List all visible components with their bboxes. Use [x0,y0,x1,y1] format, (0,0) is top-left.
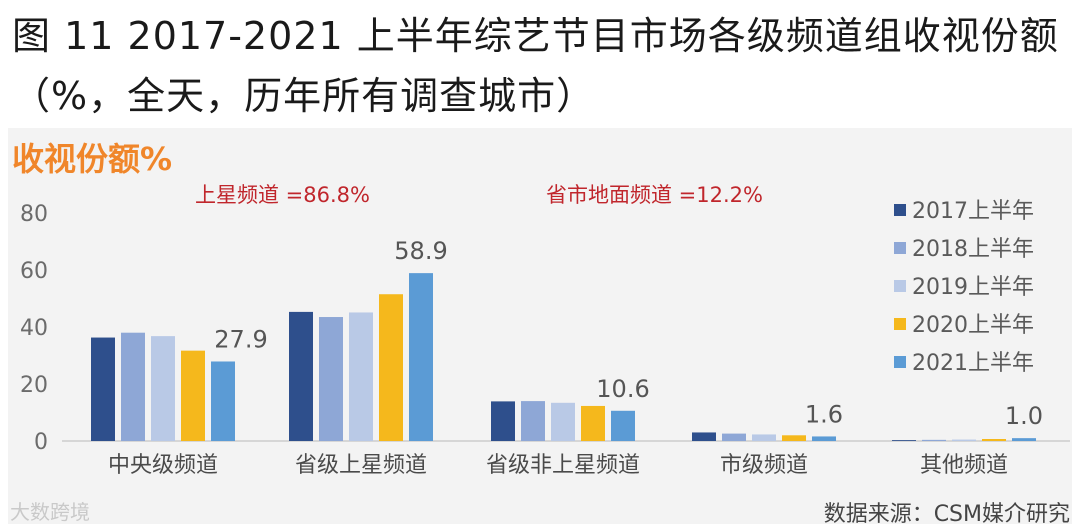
bar [491,401,515,441]
bar [952,439,976,441]
bar [379,294,403,441]
bar [581,405,605,441]
bar [812,436,836,441]
category-label: 省级非上星频道 [486,453,640,478]
y-tick-label: 0 [34,430,48,455]
legend-label: 2019上半年 [912,275,1034,300]
legend-label: 2018上半年 [912,237,1034,262]
legend-swatch [894,204,906,216]
bar [892,440,916,441]
category-label: 中央级频道 [108,453,218,478]
bar [982,439,1006,441]
y-axis-title: 收视份额% [12,140,173,178]
annotation-local: 省市地面频道 =12.2% [546,183,763,207]
bar [121,332,145,441]
data-label: 1.6 [805,400,843,428]
data-label: 10.6 [596,375,649,403]
bar [722,433,746,441]
source-note: 数据来源：CSM媒介研究 [823,502,1070,527]
bar [151,336,175,441]
bar [551,402,575,441]
bar [752,434,776,441]
data-label: 27.9 [214,325,267,353]
y-axis-ticks: 0 20 40 60 80 [20,202,48,455]
y-tick-label: 20 [20,373,48,398]
data-label: 1.0 [1005,402,1043,430]
category-label: 省级上星频道 [295,453,427,478]
legend: 2017上半年 2018上半年 2019上半年 2020上半年 2021上半年 [894,199,1034,376]
bar-series-group [91,273,1036,441]
data-labels: 27.9 58.9 10.6 1.6 1.0 [214,237,1043,430]
legend-label: 2020上半年 [912,313,1034,338]
category-label: 市级频道 [720,453,808,478]
y-tick-label: 40 [20,316,48,341]
annotation-satellite: 上星频道 =86.8% [195,183,370,207]
legend-swatch [894,280,906,292]
legend-swatch [894,318,906,330]
page-title: 图 11 2017-2021 上半年综艺节目市场各级频道组收视份额（%，全天，历… [12,14,1059,118]
legend-label: 2017上半年 [912,199,1034,224]
bar [922,439,946,441]
bar [611,410,635,441]
bar [319,317,343,441]
bar [782,435,806,441]
y-tick-label: 60 [20,259,48,284]
bar [692,432,716,441]
bar [409,273,433,441]
bar [211,361,235,441]
legend-label: 2021上半年 [912,351,1034,376]
bar [521,401,545,441]
bar [349,312,373,441]
bar [289,311,313,441]
y-tick-label: 80 [20,202,48,227]
category-label: 其他频道 [920,453,1008,478]
watermark: 大数跨境 [10,500,90,524]
category-labels: 中央级频道 省级上星频道 省级非上星频道 市级频道 其他频道 [108,453,1008,478]
bar [1012,438,1036,441]
data-label: 58.9 [394,237,447,265]
legend-swatch [894,242,906,254]
legend-swatch [894,356,906,368]
bar [91,337,115,441]
bar [181,350,205,441]
